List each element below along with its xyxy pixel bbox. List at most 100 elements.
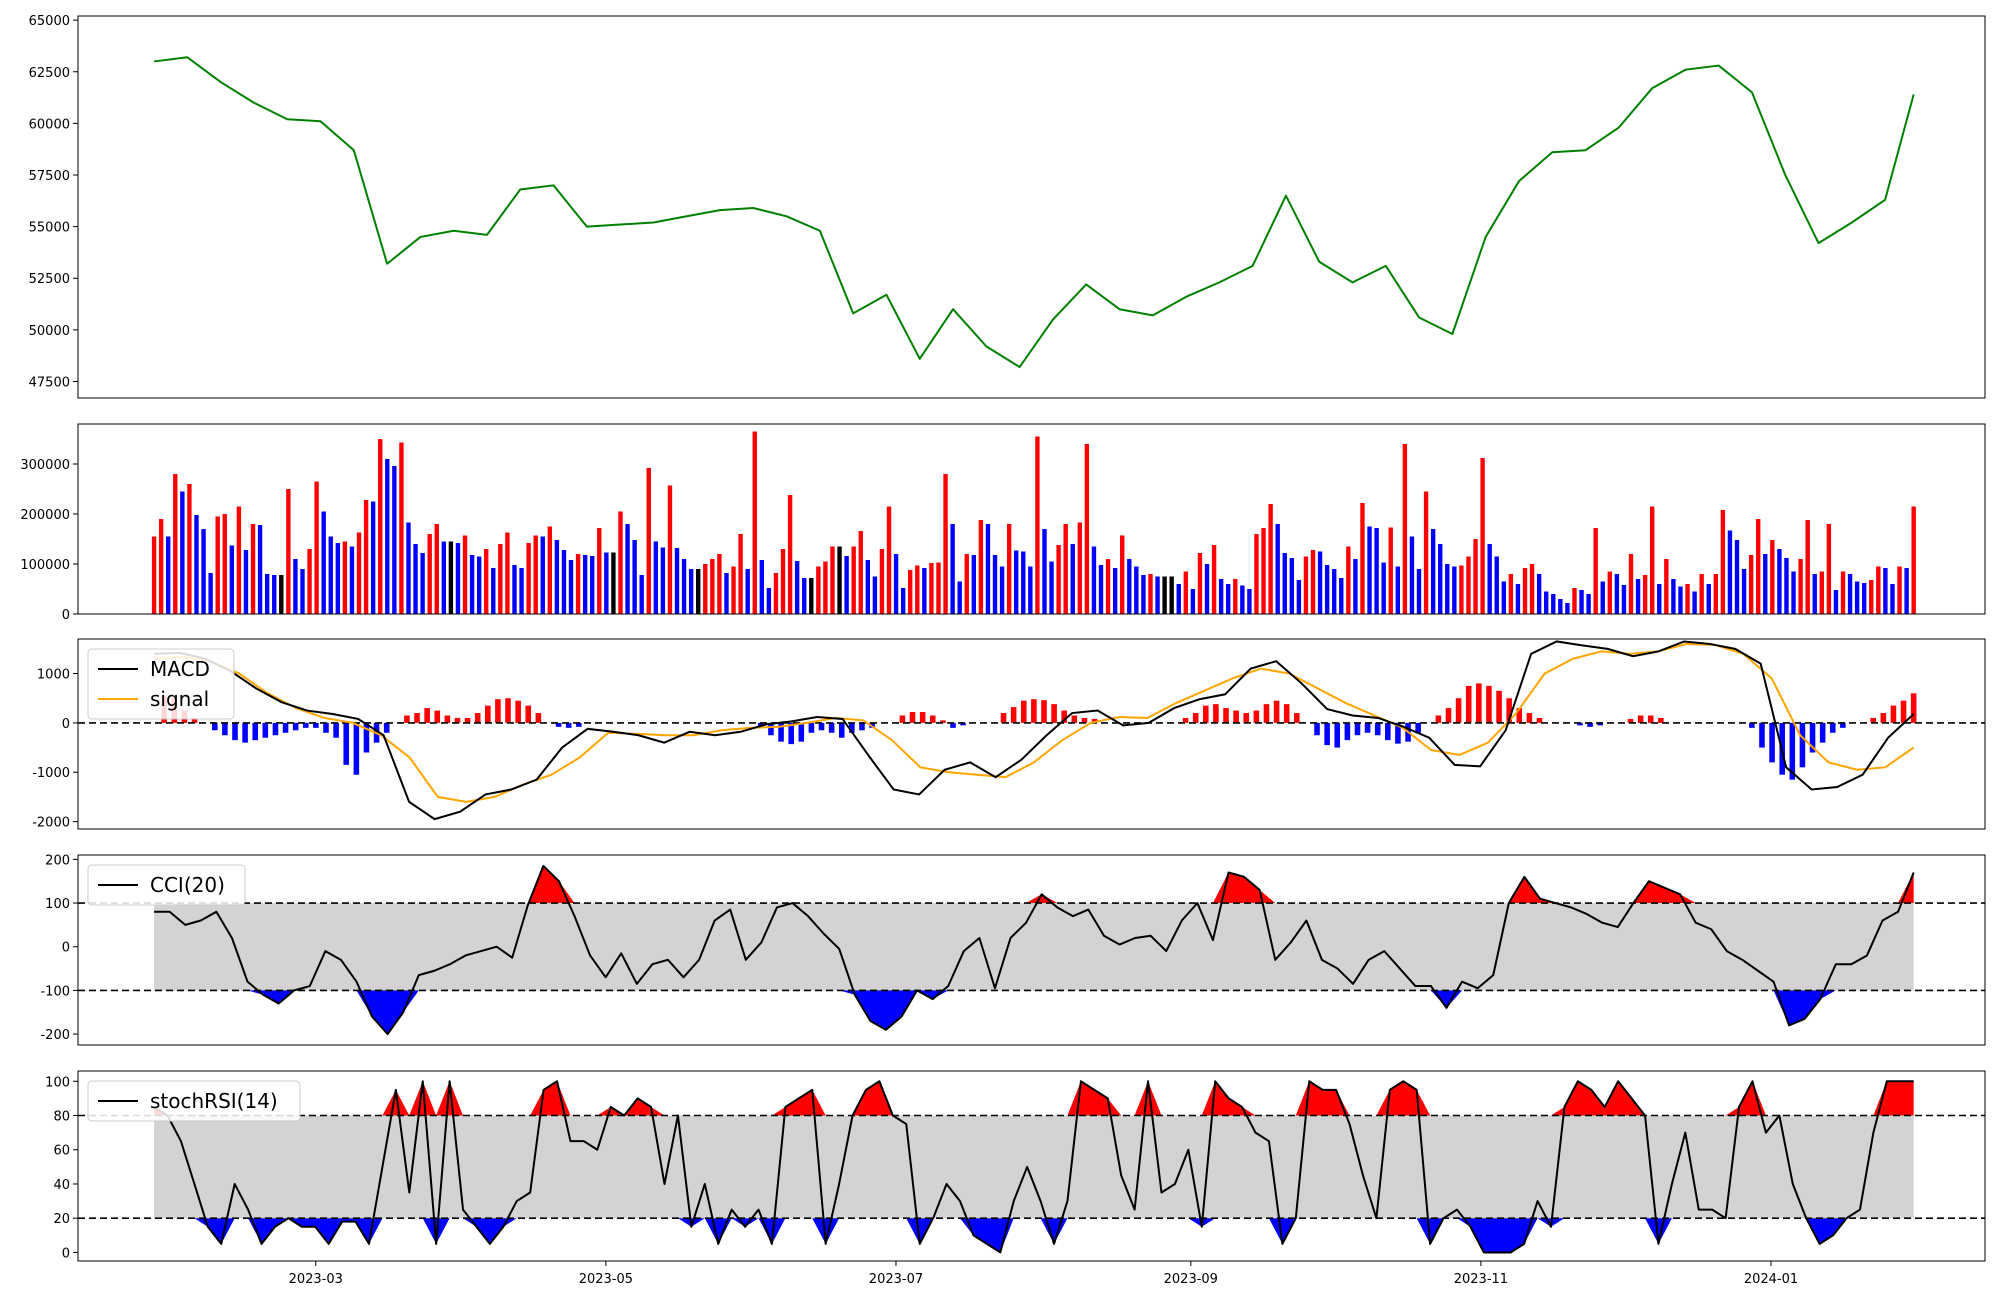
volume-bar (1035, 436, 1040, 614)
volume-bar (413, 544, 418, 614)
volume-bar (1544, 591, 1549, 614)
macd-histogram-bar (1526, 713, 1533, 723)
y-tick-label: -2000 (32, 816, 70, 831)
macd-histogram-bar (454, 717, 461, 723)
volume-bar (1911, 506, 1916, 614)
macd-histogram-bar (950, 722, 956, 728)
volume-bar (1098, 565, 1104, 614)
macd-histogram-bar (505, 698, 511, 723)
macd-histogram-bar (535, 713, 542, 723)
plot-frame (77, 423, 1986, 615)
volume-bar (1862, 583, 1867, 614)
volume-bar (1572, 588, 1577, 614)
macd-histogram-bar (1445, 708, 1452, 723)
volume-bar (279, 575, 284, 614)
y-tick-label: 300000 (20, 458, 70, 473)
y-tick-label: 200000 (20, 508, 70, 523)
legend-box (87, 864, 246, 906)
y-tick-label: 55000 (29, 221, 70, 236)
macd-histogram-bar (1192, 713, 1199, 723)
plot-frame (77, 1070, 1986, 1262)
volume-bar (1593, 528, 1598, 614)
volume-bar (985, 524, 991, 614)
volume-bar (908, 570, 913, 614)
macd-histogram-bar (1658, 717, 1664, 723)
volume-bar (1134, 566, 1139, 614)
macd-histogram-bar (343, 722, 350, 765)
volume-bar (356, 532, 362, 614)
volume-bar (703, 564, 708, 614)
macd-histogram-bar (404, 715, 410, 723)
volume-bar (1148, 574, 1153, 614)
macd-histogram-bar (1061, 710, 1067, 723)
volume-bar (1240, 585, 1245, 614)
volume-bar (1685, 584, 1690, 614)
volume-bar (575, 554, 581, 614)
volume-bar (1070, 544, 1075, 614)
macd-histogram-bar (1799, 722, 1806, 768)
volume-bar (1805, 520, 1810, 614)
y-tick-label: 80 (53, 1110, 70, 1125)
x-tick-label: 2023-07 (869, 1272, 923, 1287)
macd-panel: -2000 -1000 0 1000 MACD signal (32, 638, 1986, 831)
volume-bar (392, 466, 397, 614)
price-line (153, 56, 1915, 369)
volume-bar (222, 514, 227, 614)
volume-bar (1847, 574, 1853, 614)
volume-bar (696, 569, 701, 614)
y-tick-label: 0 (62, 608, 70, 623)
y-tick-label: 0 (62, 941, 70, 956)
volume-bar (738, 534, 743, 614)
macd-histogram-bar (515, 700, 521, 723)
volume-bar (314, 481, 319, 614)
macd-histogram-bar (495, 699, 501, 723)
volume-bar (929, 563, 934, 614)
macd-histogram-bar (525, 705, 532, 723)
macd-histogram-bar (565, 722, 572, 728)
volume-bar (1226, 584, 1231, 614)
volume-bar (1247, 589, 1252, 614)
volume-bar (378, 439, 383, 614)
volume-bar (1494, 556, 1499, 614)
macd-histogram-bar (1647, 715, 1654, 723)
volume-bar (363, 500, 369, 614)
volume-bar (802, 578, 807, 614)
legend-label: CCI(20) (150, 873, 225, 897)
volume-bar (681, 559, 687, 614)
volume-bar (1105, 559, 1111, 614)
macd-histogram-bar (1587, 722, 1593, 727)
x-tick-label: 2023-11 (1454, 1272, 1508, 1287)
volume-bar (1508, 574, 1514, 614)
macd-histogram-bar (232, 722, 238, 741)
y-tick-label: 60 (53, 1144, 70, 1159)
volume-bar (568, 560, 574, 614)
volume-bar (1607, 571, 1612, 614)
volume-bar (1218, 579, 1224, 614)
volume-bar (1720, 510, 1726, 614)
volume-bar (1854, 581, 1860, 614)
volume-bar (427, 534, 432, 614)
volume-bar (1642, 575, 1648, 614)
macd-histogram-bar (1294, 713, 1300, 723)
volume-bar (1268, 504, 1273, 614)
macd-histogram-bar (1465, 685, 1472, 723)
volume-bar (434, 524, 439, 614)
volume-bar (370, 501, 376, 614)
macd-histogram-bar (191, 717, 198, 723)
macd-histogram-bar (1283, 704, 1290, 723)
macd-histogram-bar (434, 710, 441, 723)
volume-bar (1565, 603, 1570, 614)
volume-bar (349, 546, 355, 614)
volume-bar (1756, 519, 1761, 614)
macd-histogram-bar (1890, 705, 1897, 723)
volume-bar (1374, 528, 1379, 614)
macd-histogram-bar (292, 722, 299, 731)
macd-histogram-bar (1880, 713, 1887, 723)
y-tick-label: 60000 (29, 117, 70, 132)
volume-bar (1275, 524, 1280, 614)
macd-histogram-bar (1041, 700, 1047, 723)
macd-histogram-bar (242, 722, 248, 743)
volume-bar (1466, 556, 1471, 614)
y-tick-label: 50000 (29, 324, 70, 339)
volume-bar (766, 588, 772, 614)
